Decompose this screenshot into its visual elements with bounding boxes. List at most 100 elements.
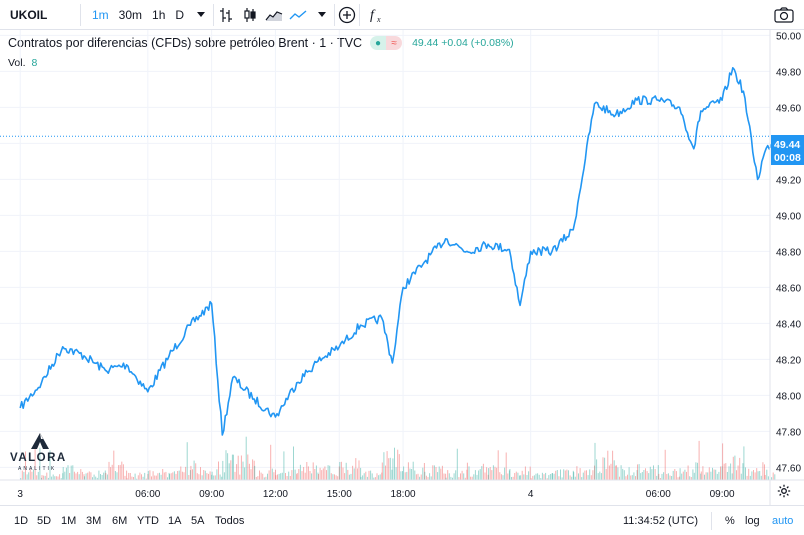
volume-bar [114,471,116,480]
x-tick-label: 4 [528,489,534,500]
range-1a[interactable]: 1A [168,515,182,527]
range-1m[interactable]: 1M [61,515,77,527]
interval-d[interactable]: D [175,7,185,22]
symbol-search[interactable]: UKOIL [10,7,48,22]
volume-bar [437,472,439,480]
volume-bar [404,472,406,480]
volume-bar [499,472,501,480]
volume-bar [334,474,335,480]
buy-sell-pill[interactable]: ● ≈ [370,36,403,50]
volume-bar [204,470,206,480]
volume-bar [433,465,435,480]
y-tick-label: 49.00 [776,211,801,222]
volume-bar [684,469,686,480]
volume-bar [236,464,238,480]
volume-bar [90,472,92,480]
interval-1m[interactable]: 1m [92,7,109,22]
volume-bar [121,461,123,480]
volume-bar [149,470,151,480]
volume-bar [254,465,256,480]
volume-bar [193,460,195,480]
volume-bar [615,465,617,480]
range-5a[interactable]: 5A [191,515,205,527]
volume-bar [672,470,674,480]
volume-bar [524,466,526,480]
volume-bar [489,467,491,480]
volume-bar [88,471,90,480]
volume-bar [538,474,540,480]
volume-bar [615,465,617,480]
volume-bar [712,467,713,480]
range-1d[interactable]: 1D [14,515,29,527]
volume-bar [753,470,754,480]
volume-bar [764,475,766,480]
volume-bar [628,467,630,480]
price-chart[interactable]: 47.60 47.80 48.00 48.20 48.40 48.60 48.80 49.00… [0,30,804,505]
bars-chart-icon[interactable] [215,4,237,26]
volume-bar [720,466,721,480]
volume-bar [507,473,509,480]
volume-bar [514,473,516,480]
volume-bar [169,474,171,480]
interval-30m[interactable]: 30m [118,7,143,22]
volume-bar [147,474,149,480]
x-tick-label: 15:00 [327,489,352,500]
chart-legend: Contratos por diferencias (CFDs) sobre p… [8,36,514,50]
volume-bar [560,469,561,480]
volume-bar [337,476,339,480]
volume-bar [400,471,402,480]
volume-bar [136,478,138,480]
volume-bar [571,476,573,480]
volume-bar [214,475,216,480]
interval-1h[interactable]: 1h [152,7,166,22]
volume-bar [697,462,698,480]
y-tick-label: 50.00 [776,31,801,42]
area-chart-icon[interactable] [263,4,285,26]
range-6m[interactable]: 6M [112,515,128,527]
compare-add-icon[interactable] [336,4,358,26]
volume-bar [144,472,146,480]
range-3m[interactable]: 3M [86,515,102,527]
volume-bar [743,446,745,480]
volume-bar [392,458,394,480]
indicators-fx-icon[interactable]: f x [366,4,388,26]
volume-bar [682,471,684,480]
price-line [19,67,776,436]
volume-bar [441,465,443,480]
gear-icon[interactable] [777,484,791,503]
auto-scale-toggle[interactable]: auto [772,515,794,527]
percent-toggle[interactable]: % [725,515,735,527]
volume-bar [242,461,244,480]
volume-bar [734,455,736,480]
volume-bar [630,475,632,480]
volume-bar [757,471,759,480]
volume-bar [87,472,89,480]
price-badge-countdown: 00:08 [774,152,801,164]
utc-clock[interactable]: 11:34:52 (UTC) [623,515,698,527]
volume-bar [362,475,364,480]
volume-bar [698,440,700,480]
volume-bar [468,466,470,480]
interval-dropdown-icon[interactable] [190,4,212,26]
chart-type-dropdown-icon[interactable] [311,4,333,26]
volume-bar [141,474,142,480]
volume-bar [543,474,545,480]
volume-bar [128,472,130,480]
candles-chart-icon[interactable] [239,4,261,26]
y-tick-label: 49.60 [776,103,801,114]
volume-bar [424,471,426,480]
range-todos[interactable]: Todos [215,515,245,527]
range-ytd[interactable]: YTD [137,515,159,527]
volume-bar [72,465,74,480]
volume-bar [151,476,152,480]
range-5d[interactable]: 5D [37,515,52,527]
line-chart-icon[interactable] [287,4,309,26]
volume-bar [75,473,77,480]
log-toggle[interactable]: log [745,515,760,527]
volume-bar [552,473,553,480]
volume-bar [600,473,602,480]
x-tick-label: 09:00 [710,489,735,500]
x-tick-label: 12:00 [263,489,288,500]
camera-snapshot-icon[interactable] [773,4,795,26]
volume-bar [62,467,64,480]
